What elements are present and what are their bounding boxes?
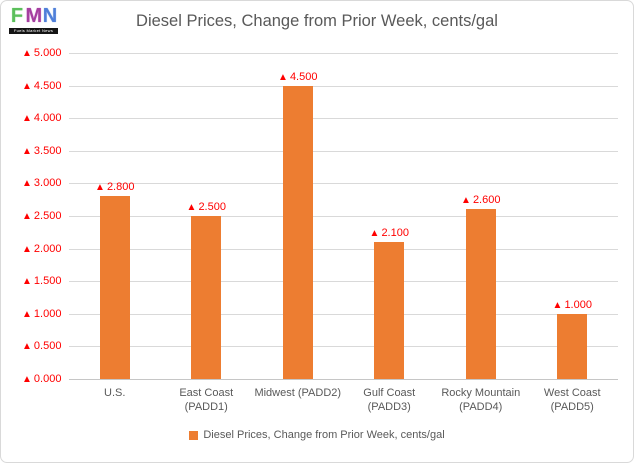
x-category-label: Rocky Mountain (PADD4) bbox=[441, 387, 521, 414]
gridline bbox=[69, 183, 618, 185]
y-tick-value: 4.000 bbox=[33, 112, 62, 125]
bar bbox=[191, 216, 222, 379]
up-triangle-icon: ▲ bbox=[22, 48, 32, 59]
gridline bbox=[69, 150, 618, 152]
y-tick-label: ▲ 0.500 bbox=[22, 340, 61, 352]
up-triangle-icon: ▲ bbox=[22, 80, 32, 92]
up-triangle-icon: ▲ bbox=[552, 299, 563, 311]
bar-slot: ▲ 2.500 bbox=[161, 53, 253, 379]
logo-tagline: Fuels Market News bbox=[9, 28, 58, 34]
plot-area: ▲ 2.800 ▲ 2.500 ▲ 4.500 ▲ 2.100 ▲ 2.600 ▲ 1.000 bbox=[69, 53, 618, 380]
bar-slot: ▲ 4.500 bbox=[252, 53, 344, 379]
y-tick-value: 2.500 bbox=[33, 210, 62, 222]
y-tick-label: ▲ 3.000 bbox=[22, 177, 61, 189]
x-category-label: U.S. bbox=[104, 387, 126, 399]
bar-slot: ▲ 2.800 bbox=[69, 53, 161, 379]
y-tick-value: 2.000 bbox=[33, 242, 62, 255]
bar-value-text: 2.500 bbox=[198, 201, 226, 213]
bar-value-text: 2.100 bbox=[381, 227, 409, 240]
up-triangle-icon: ▲ bbox=[369, 228, 380, 240]
x-axis-line bbox=[69, 379, 618, 380]
y-tick-value: 3.500 bbox=[33, 144, 62, 157]
logo-letter-m: M bbox=[25, 5, 43, 27]
y-tick-label: ▲ 5.000 bbox=[22, 47, 61, 59]
x-axis-labels: U.S. East Coast (PADD1) Midwest (PADD2) Gulf… bbox=[69, 386, 618, 415]
up-triangle-icon: ▲ bbox=[22, 178, 32, 190]
legend: Diesel Prices, Change from Prior Week, c… bbox=[1, 429, 633, 441]
x-category-label: Gulf Coast (PADD3) bbox=[363, 387, 416, 414]
legend-swatch bbox=[189, 430, 199, 440]
gridline bbox=[69, 346, 618, 348]
fmn-logo: F M N Fuels Market News bbox=[9, 6, 58, 34]
logo-letter-n: N bbox=[42, 5, 58, 27]
fmn-logo-letters: F M N bbox=[9, 6, 58, 27]
y-tick-label: ▲ 1.000 bbox=[22, 308, 61, 320]
y-tick-value: 1.500 bbox=[33, 275, 62, 288]
legend-label: Diesel Prices, Change from Prior Week, c… bbox=[203, 429, 445, 441]
gridline bbox=[69, 281, 618, 283]
gridline bbox=[69, 85, 618, 87]
y-tick-label: ▲ 3.500 bbox=[22, 145, 61, 157]
up-triangle-icon: ▲ bbox=[22, 145, 32, 157]
bar-value-text: 1.000 bbox=[564, 298, 592, 311]
y-tick-label: ▲ 2.000 bbox=[22, 243, 61, 255]
y-tick-value: 4.500 bbox=[33, 79, 62, 92]
bar bbox=[99, 196, 130, 379]
gridline bbox=[69, 53, 618, 54]
bar bbox=[374, 242, 405, 379]
y-tick-value: 0.500 bbox=[33, 340, 62, 353]
bar bbox=[557, 313, 588, 379]
y-tick-value: 3.000 bbox=[33, 177, 62, 190]
bar-value-text: 4.500 bbox=[289, 70, 318, 83]
up-triangle-icon: ▲ bbox=[22, 341, 32, 353]
y-tick-value: 1.000 bbox=[33, 307, 62, 320]
up-triangle-icon: ▲ bbox=[22, 308, 32, 320]
up-triangle-icon: ▲ bbox=[22, 374, 32, 385]
bar-value-label: ▲ 1.000 bbox=[527, 299, 619, 311]
bar-slot: ▲ 2.100 bbox=[344, 53, 436, 379]
up-triangle-icon: ▲ bbox=[278, 71, 288, 83]
up-triangle-icon: ▲ bbox=[461, 195, 471, 207]
up-triangle-icon: ▲ bbox=[22, 276, 32, 288]
y-axis-ticks: ▲ 0.000 ▲ 0.500 ▲ 1.000 ▲ 1.500 ▲ 2.000 ▲ 2.500 ▲ 3.0… bbox=[22, 47, 68, 385]
bar-value-label: ▲ 2.500 bbox=[161, 201, 253, 213]
bar-value-label: ▲ 2.800 bbox=[69, 181, 161, 193]
up-triangle-icon: ▲ bbox=[22, 113, 32, 125]
logo-letter-f: F bbox=[10, 5, 24, 27]
y-tick-label: ▲ 1.500 bbox=[22, 275, 61, 287]
up-triangle-icon: ▲ bbox=[95, 182, 105, 194]
bar-value-label: ▲ 2.600 bbox=[435, 194, 527, 206]
gridline bbox=[69, 118, 618, 120]
gridline bbox=[69, 248, 618, 250]
y-tick-label: ▲ 2.500 bbox=[22, 210, 61, 222]
bar bbox=[282, 85, 313, 379]
x-category-label: Midwest (PADD2) bbox=[254, 387, 342, 399]
bar-value-text: 2.800 bbox=[106, 181, 135, 194]
x-category-label: West Coast (PADD5) bbox=[543, 387, 601, 414]
y-tick-value: 0.000 bbox=[33, 373, 62, 385]
chart-title: Diesel Prices, Change from Prior Week, c… bbox=[136, 12, 498, 30]
up-triangle-icon: ▲ bbox=[186, 202, 197, 213]
bar-value-label: ▲ 2.100 bbox=[344, 227, 436, 239]
y-tick-label: ▲ 4.000 bbox=[22, 112, 61, 124]
bar-series: ▲ 2.800 ▲ 2.500 ▲ 4.500 ▲ 2.100 ▲ 2.600 ▲ 1.000 bbox=[69, 53, 618, 379]
up-triangle-icon: ▲ bbox=[22, 211, 32, 222]
bar-slot: ▲ 2.600 bbox=[435, 53, 527, 379]
x-category-label: East Coast (PADD1) bbox=[179, 387, 234, 414]
bar-slot: ▲ 1.000 bbox=[527, 53, 619, 379]
bar bbox=[465, 209, 496, 379]
y-tick-label: ▲ 0.000 bbox=[22, 373, 61, 385]
bar-value-label: ▲ 4.500 bbox=[252, 71, 344, 83]
up-triangle-icon: ▲ bbox=[22, 243, 32, 255]
y-tick-value: 5.000 bbox=[33, 47, 62, 59]
bar-value-text: 2.600 bbox=[472, 194, 501, 207]
gridline bbox=[69, 313, 618, 315]
y-tick-label: ▲ 4.500 bbox=[22, 80, 61, 92]
gridline bbox=[69, 216, 618, 217]
